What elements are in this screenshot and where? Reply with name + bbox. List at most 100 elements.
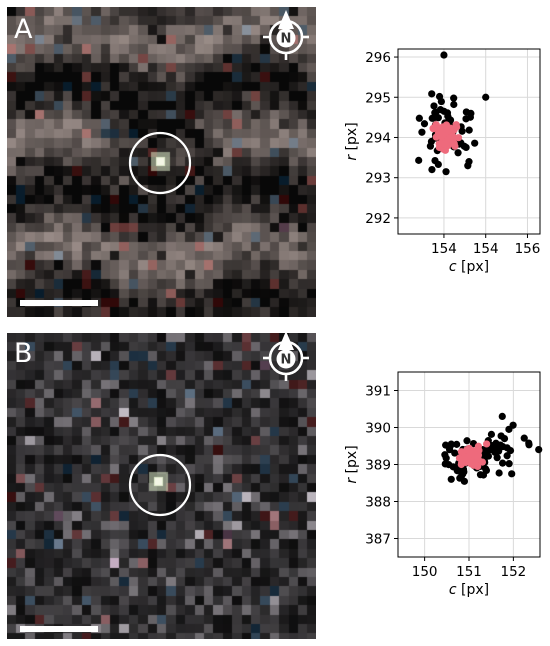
scatter-point xyxy=(498,412,506,420)
scatter-point xyxy=(444,112,452,120)
y-tick-label: 296 xyxy=(365,50,391,66)
x-tick-label: 151 xyxy=(456,564,482,580)
scatter-point xyxy=(450,100,458,109)
scatter-point xyxy=(535,446,543,454)
scatter-point xyxy=(505,425,513,433)
scatter-point xyxy=(462,143,470,152)
scatter-point xyxy=(418,128,426,136)
scatter-point xyxy=(440,51,448,59)
x-axis-label: c [px] xyxy=(449,259,489,275)
scatter-point xyxy=(432,108,440,116)
compass-icon: N xyxy=(263,10,309,60)
scatter-point xyxy=(465,126,473,134)
scatter-point-highlight xyxy=(463,446,471,454)
compass-icon: N xyxy=(263,331,309,381)
panel-label-a: A xyxy=(14,14,33,45)
y-tick-label: 387 xyxy=(365,532,391,548)
scatter-point xyxy=(435,92,444,101)
scatter-point xyxy=(506,446,515,455)
scatter-point xyxy=(428,114,436,122)
scatter-point xyxy=(428,90,436,98)
y-tick-label: 294 xyxy=(365,130,391,146)
scatter-point xyxy=(441,451,449,459)
scatter-point xyxy=(447,475,455,483)
y-tick-label: 293 xyxy=(365,171,391,187)
scale-bar xyxy=(20,626,98,632)
scatter-point xyxy=(525,439,533,447)
scatter-point xyxy=(415,114,423,122)
scatter-point-highlight xyxy=(464,455,472,463)
scatter-point xyxy=(467,109,475,118)
satellite-pixels-b xyxy=(7,333,316,639)
scatter-point xyxy=(441,460,449,468)
scatter-point-highlight xyxy=(449,132,457,140)
scatter-point-highlight xyxy=(440,140,448,148)
scatter-point xyxy=(415,156,423,164)
scatter-point xyxy=(471,139,479,147)
scatter-point xyxy=(482,93,490,101)
scatter-point-highlight xyxy=(457,448,465,456)
scatter-point-highlight xyxy=(454,134,463,142)
compass-north-label: N xyxy=(281,353,292,368)
scatter-point xyxy=(428,165,436,174)
y-tick-label: 388 xyxy=(365,495,391,511)
scatter-point xyxy=(427,137,436,146)
scatter-point xyxy=(500,435,509,443)
scale-bar xyxy=(20,300,98,306)
scatter-point xyxy=(431,156,439,165)
scatter-point xyxy=(508,470,516,478)
scatter-point xyxy=(476,471,485,479)
scatter-point xyxy=(447,440,455,448)
satellite-image-b xyxy=(7,333,316,639)
compass-north-label: N xyxy=(281,32,292,47)
scatter-point xyxy=(420,120,429,128)
plot-frame xyxy=(397,48,541,235)
scatter-point xyxy=(495,447,503,455)
scatter-point xyxy=(453,440,461,448)
scatter-point-highlight xyxy=(450,139,458,148)
scatter-point xyxy=(465,158,473,166)
scatter-point xyxy=(499,459,507,467)
scatter-point xyxy=(450,94,458,102)
satellite-image-a xyxy=(7,7,316,317)
scatter-point xyxy=(460,468,468,476)
scatter-point-highlight xyxy=(471,451,480,459)
x-tick-label: 154 xyxy=(431,241,457,257)
y-tick-label: 390 xyxy=(365,421,391,437)
scatter-point-highlight xyxy=(478,458,487,466)
scatter-point xyxy=(505,460,513,468)
scatter-point-highlight xyxy=(474,442,483,450)
scatter-point xyxy=(460,477,468,485)
y-tick-label: 292 xyxy=(365,211,391,227)
scatter-point xyxy=(496,441,505,449)
target-circle xyxy=(128,131,192,195)
x-tick-label: 154 xyxy=(473,241,499,257)
scatter-point xyxy=(442,168,450,176)
scatter-point xyxy=(487,430,496,438)
y-tick-label: 391 xyxy=(365,384,391,400)
panel-label-b: B xyxy=(14,338,33,369)
scatter-point-highlight xyxy=(483,440,491,448)
scatter-point-highlight xyxy=(439,131,447,139)
target-circle xyxy=(128,453,192,517)
scatter-point xyxy=(463,437,471,445)
y-tick-label: 389 xyxy=(365,458,391,474)
scatter-point xyxy=(445,446,454,454)
scatter-point xyxy=(503,452,511,460)
scatter-point xyxy=(493,454,501,462)
scatter-point xyxy=(462,115,470,123)
scatter-point-highlight xyxy=(435,140,443,148)
y-tick-label: 295 xyxy=(365,90,391,106)
y-axis-label: r [px] xyxy=(344,122,360,160)
scatter-point xyxy=(453,467,461,475)
scatter-point xyxy=(454,149,462,157)
x-axis-label: c [px] xyxy=(449,582,489,598)
x-tick-label: 150 xyxy=(412,564,438,580)
satellite-pixels-a xyxy=(7,7,316,317)
y-axis-label: r [px] xyxy=(344,445,360,483)
scatter-point xyxy=(430,102,438,110)
